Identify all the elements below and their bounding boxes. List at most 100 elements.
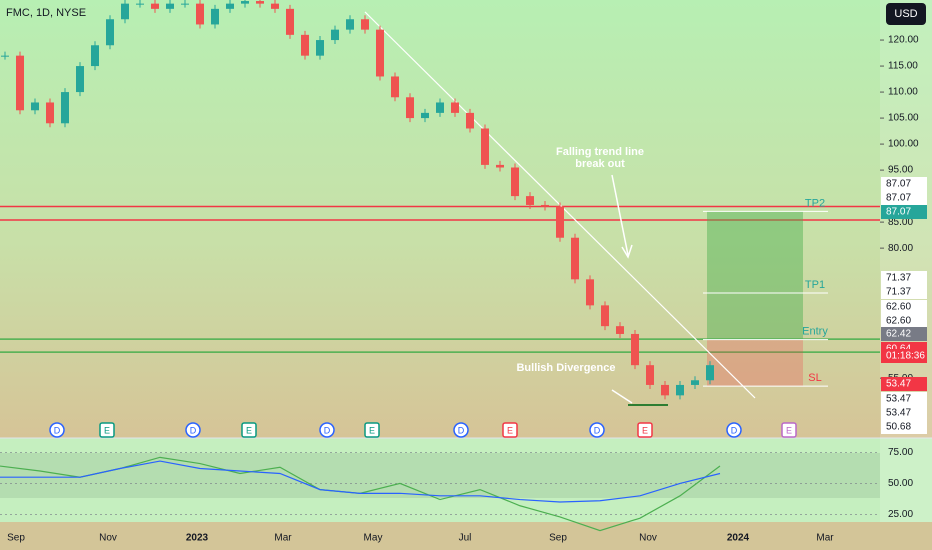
main-pane bbox=[0, 0, 932, 438]
event-label: E bbox=[369, 425, 375, 435]
candle-body bbox=[1, 55, 9, 57]
x-tick-label: Mar bbox=[274, 533, 292, 544]
candle-body bbox=[481, 128, 489, 165]
arrow-head bbox=[621, 244, 633, 259]
event-marker bbox=[241, 422, 257, 438]
price-tag-label: 87.07 bbox=[886, 179, 911, 190]
event-label: E bbox=[507, 425, 513, 435]
event-label: D bbox=[731, 425, 738, 435]
event-marker bbox=[637, 422, 653, 438]
candle-body bbox=[631, 333, 639, 366]
event-marker bbox=[49, 422, 65, 438]
y-tick-label: 85.00 bbox=[888, 217, 913, 228]
candle-body bbox=[451, 102, 459, 113]
rsi-tick-label: 75.00 bbox=[888, 447, 913, 458]
x-tick-label: 2024 bbox=[727, 533, 750, 544]
price-tag-label: 62.60 bbox=[886, 302, 911, 313]
x-tick-label: Nov bbox=[99, 533, 117, 544]
arrow bbox=[611, 389, 633, 404]
event-marker bbox=[453, 422, 469, 438]
x-tick-label: Sep bbox=[549, 533, 567, 544]
event-label: D bbox=[458, 425, 465, 435]
event-label: D bbox=[190, 425, 197, 435]
price-tag bbox=[881, 177, 927, 191]
sl-label: SL bbox=[808, 372, 821, 384]
price-tag bbox=[881, 205, 927, 219]
x-tick-label: Mar bbox=[816, 533, 834, 544]
price-tag-label: 71.37 bbox=[886, 273, 911, 284]
price-tag-label: 71.37 bbox=[886, 287, 911, 298]
annotation: Falling trend line break out bbox=[556, 146, 644, 170]
candle-body bbox=[436, 102, 444, 113]
candle-body bbox=[676, 384, 684, 396]
y-tick-label: 115.00 bbox=[888, 61, 918, 72]
candle-body bbox=[331, 29, 339, 41]
currency[interactable]: USD bbox=[894, 8, 917, 20]
profit-zone bbox=[707, 211, 803, 340]
price-axis bbox=[880, 0, 932, 522]
candle-body bbox=[526, 196, 534, 205]
event-marker bbox=[185, 422, 201, 438]
event-label: D bbox=[594, 425, 601, 435]
event-label: E bbox=[104, 425, 110, 435]
candle-body bbox=[661, 384, 669, 396]
tp1-label: TP1 bbox=[805, 279, 825, 291]
price-tag-label: 53.47 bbox=[886, 394, 911, 405]
candle-body bbox=[406, 97, 414, 119]
loss-zone bbox=[707, 339, 803, 387]
price-tag-label: 62.60 bbox=[886, 316, 911, 327]
countdown: 01:18:36 bbox=[886, 351, 925, 362]
price-tag bbox=[881, 300, 927, 314]
candle-body bbox=[691, 380, 699, 385]
candle-body bbox=[91, 45, 99, 67]
x-tick-label: Nov bbox=[639, 533, 657, 544]
price-tag bbox=[881, 406, 927, 420]
event-label: E bbox=[246, 425, 252, 435]
event-label: E bbox=[642, 425, 648, 435]
currency-box[interactable] bbox=[886, 3, 926, 25]
price-tag bbox=[881, 271, 927, 285]
candle-body bbox=[541, 204, 549, 207]
x-tick-label: Jul bbox=[459, 533, 472, 544]
candle-body bbox=[586, 279, 594, 306]
x-tick-label: May bbox=[364, 533, 383, 544]
candle-body bbox=[616, 326, 624, 334]
price-tag bbox=[881, 285, 927, 299]
event-marker bbox=[589, 422, 605, 438]
candle-body bbox=[346, 19, 354, 30]
x-tick-label: 2023 bbox=[186, 533, 209, 544]
price-tag-label: 53.47 bbox=[886, 379, 911, 390]
candle-body bbox=[256, 1, 264, 4]
x-tick-label: Sep bbox=[7, 533, 25, 544]
price-tag-label: 62.42 bbox=[886, 329, 911, 340]
event-marker bbox=[319, 422, 335, 438]
candle-body bbox=[16, 55, 24, 111]
candle-body bbox=[556, 206, 564, 238]
price-tag bbox=[881, 314, 927, 328]
candle-body bbox=[286, 8, 294, 35]
annotation: Bullish Divergence bbox=[516, 362, 615, 374]
candle-body bbox=[271, 3, 279, 9]
price-tag-label: 87.07 bbox=[886, 207, 911, 218]
candle-body bbox=[361, 19, 369, 30]
entry-label: Entry bbox=[802, 325, 828, 337]
candle-body bbox=[106, 19, 114, 46]
price-tag-label: 87.07 bbox=[886, 193, 911, 204]
event-label: E bbox=[786, 425, 792, 435]
candle-body bbox=[601, 305, 609, 327]
candle-body bbox=[121, 3, 129, 20]
candle-body bbox=[76, 66, 84, 93]
event-marker bbox=[502, 422, 518, 438]
price-tag-label: 53.47 bbox=[886, 408, 911, 419]
price-tag bbox=[881, 191, 927, 205]
arrow bbox=[611, 174, 629, 256]
countdown-box bbox=[881, 349, 927, 363]
rsi-band bbox=[0, 453, 880, 498]
price-tag bbox=[881, 377, 927, 391]
price-tag bbox=[881, 392, 927, 406]
candle-body bbox=[211, 8, 219, 25]
rsi-tick-label: 50.00 bbox=[888, 478, 913, 489]
candle-body bbox=[151, 3, 159, 9]
candle-body bbox=[181, 3, 189, 5]
event-marker bbox=[364, 422, 380, 438]
